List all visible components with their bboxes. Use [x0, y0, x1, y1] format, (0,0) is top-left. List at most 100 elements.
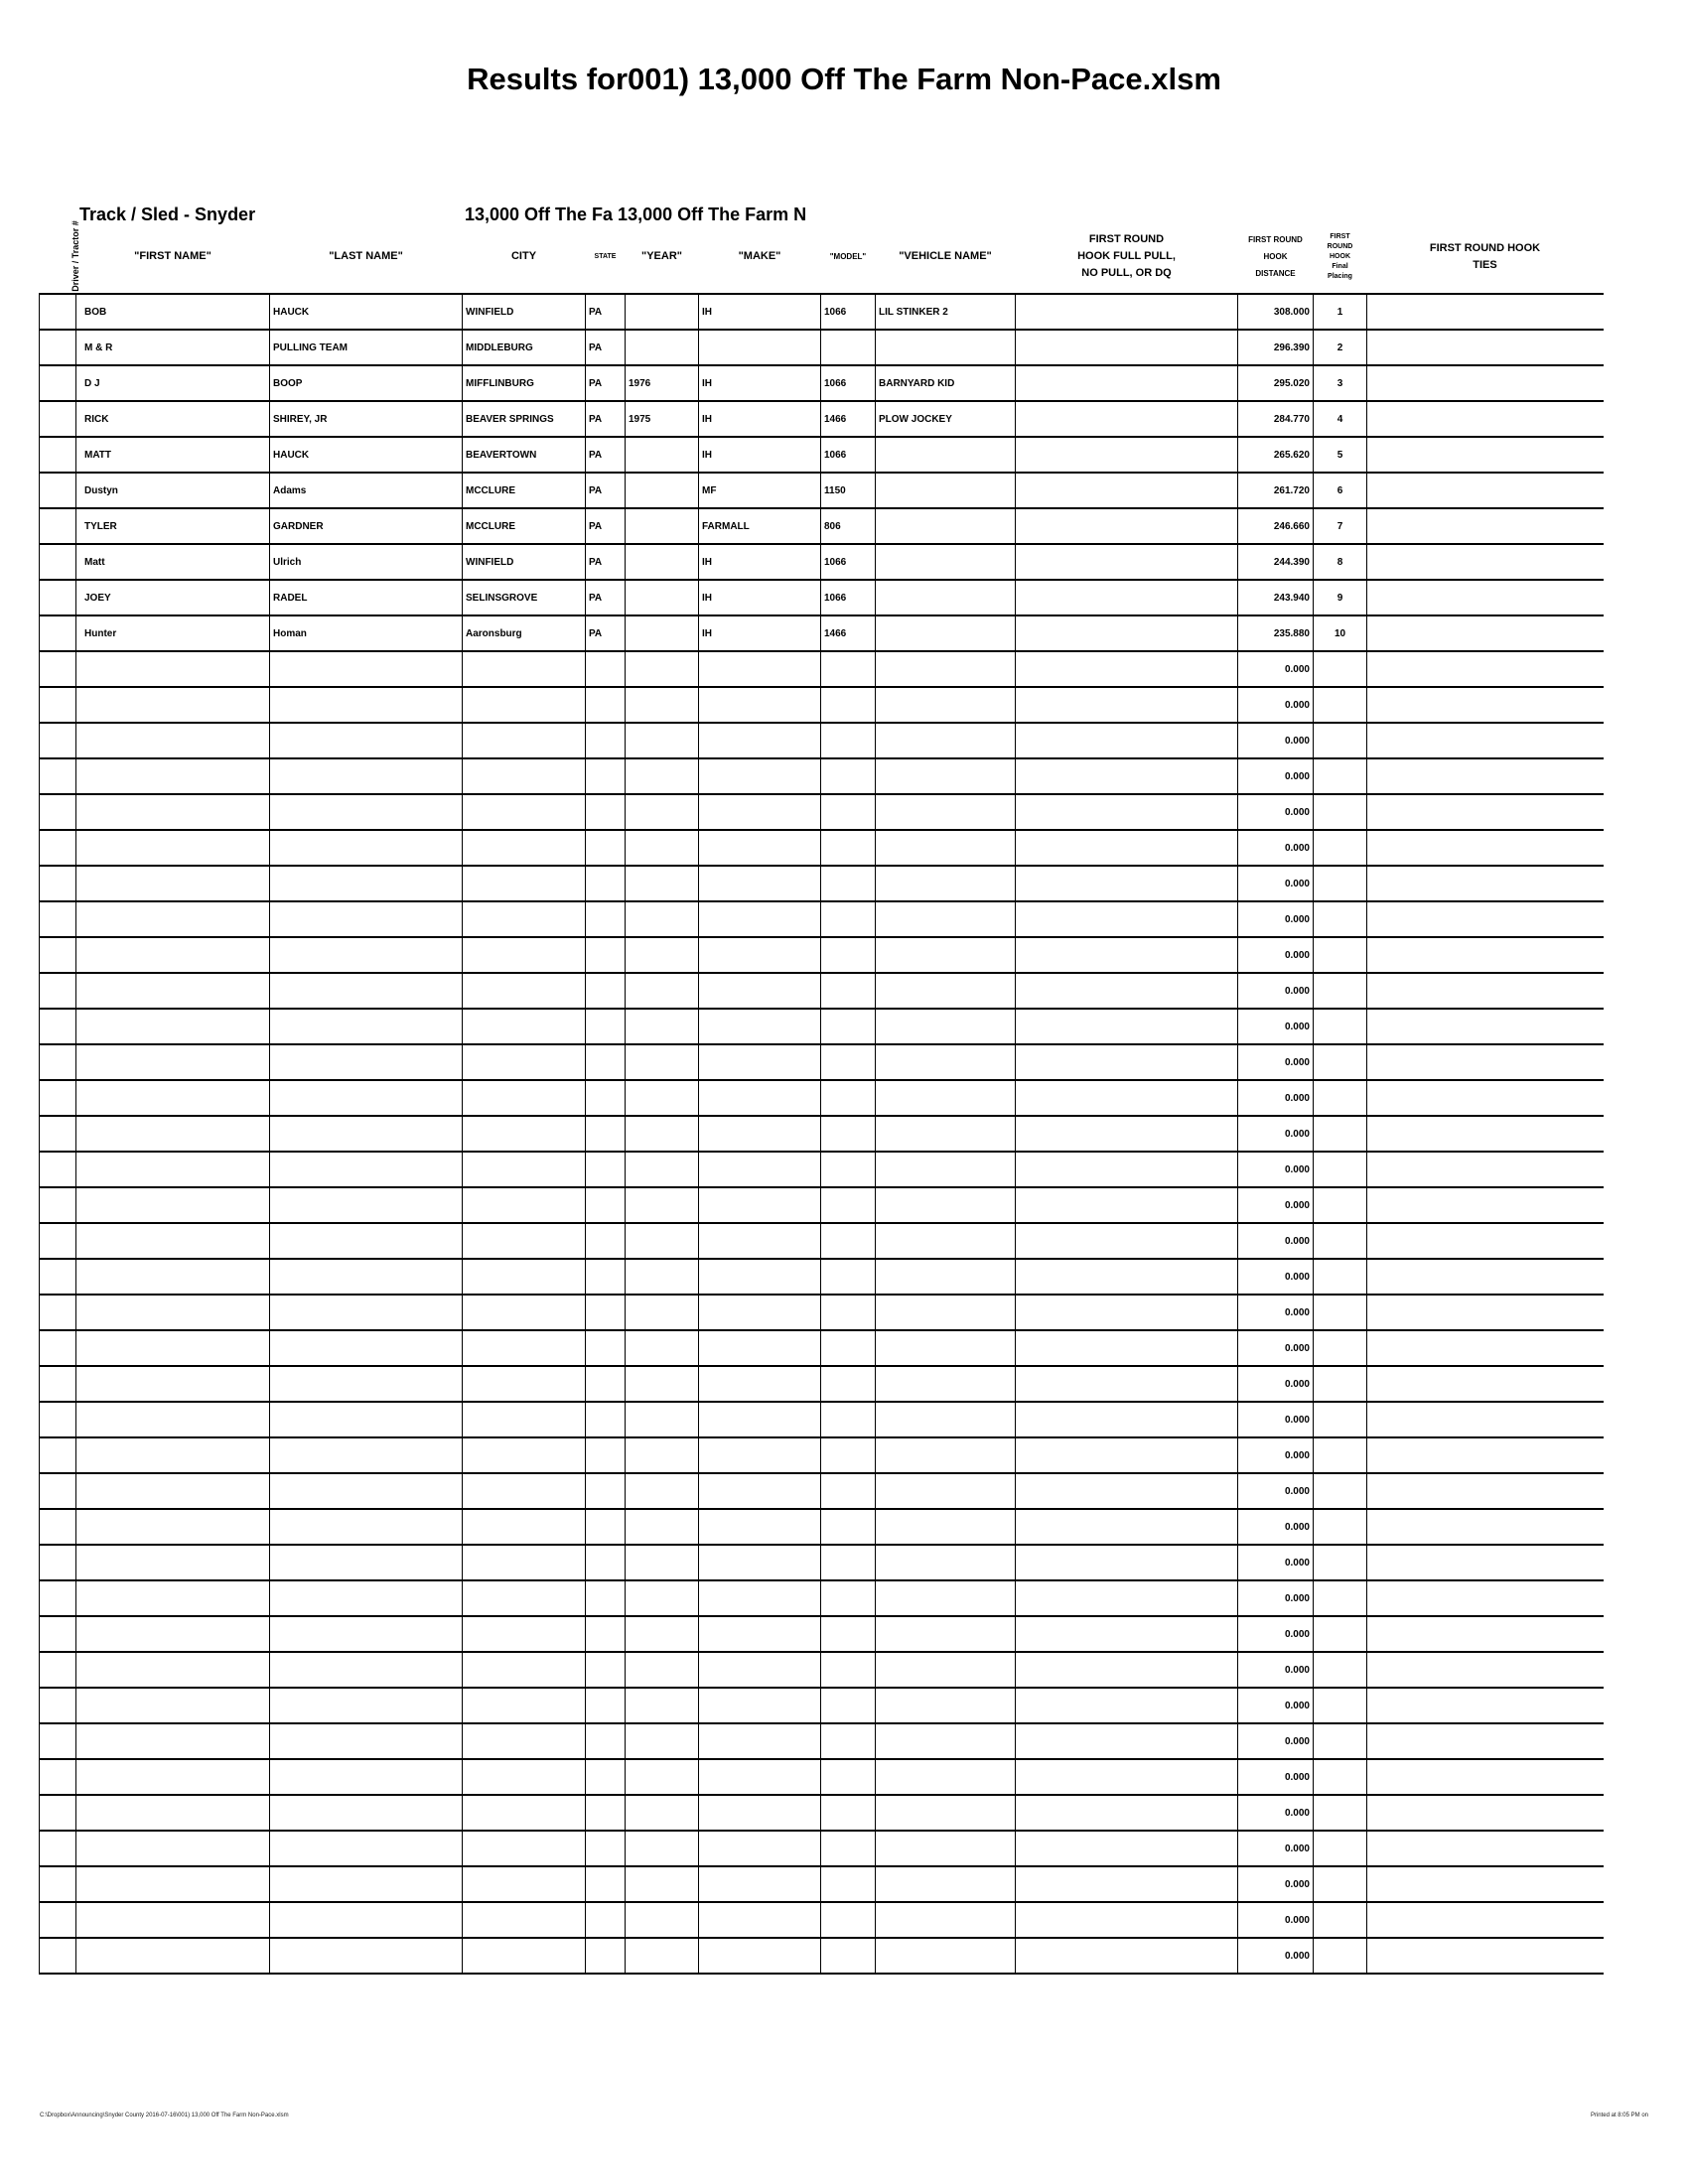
table-row: 0.000 [39, 1615, 1604, 1652]
cell-placing: 7 [1313, 507, 1367, 544]
cell-placing [1313, 1472, 1367, 1509]
cell-make: IH [698, 400, 821, 437]
cell-model [820, 972, 876, 1009]
cell-ties [1366, 293, 1604, 330]
cell-make [698, 1758, 821, 1795]
cell-state [585, 936, 626, 973]
cell-last-name [269, 1722, 463, 1759]
cell-distance: 0.000 [1237, 1579, 1314, 1616]
cell-placing [1313, 1830, 1367, 1866]
table-row: 0.000 [39, 829, 1604, 866]
cell-year [625, 757, 699, 794]
cell-year [625, 1472, 699, 1509]
cell-vehicle-name [875, 436, 1016, 473]
cell-city [462, 650, 586, 687]
cell-vehicle-name [875, 1186, 1016, 1223]
cell-year [625, 650, 699, 687]
cell-full-pull [1015, 1544, 1238, 1580]
cell-first-name [75, 1722, 270, 1759]
table-row: BOB HAUCK WINFIELD PA IH 1066 LIL STINKER 2 308… [39, 293, 1604, 330]
cell-make [698, 1865, 821, 1902]
cell-full-pull [1015, 1008, 1238, 1044]
cell-state [585, 1329, 626, 1366]
cell-city [462, 865, 586, 901]
cell-full-pull [1015, 579, 1238, 615]
cell-full-pull [1015, 1794, 1238, 1831]
cell-ties [1366, 472, 1604, 508]
cell-first-name [75, 1687, 270, 1723]
cell-make: MF [698, 472, 821, 508]
cell-city: WINFIELD [462, 543, 586, 580]
cell-model [820, 793, 876, 830]
cell-ties [1366, 1151, 1604, 1187]
cell-tractor [39, 1151, 76, 1187]
cell-placing [1313, 865, 1367, 901]
cell-city [462, 1365, 586, 1402]
cell-distance: 0.000 [1237, 865, 1314, 901]
cell-make [698, 1151, 821, 1187]
cell-full-pull [1015, 1401, 1238, 1437]
cell-distance: 0.000 [1237, 900, 1314, 937]
cell-year [625, 1937, 699, 1975]
cell-vehicle-name [875, 1043, 1016, 1080]
cell-state [585, 1615, 626, 1652]
cell-model [820, 650, 876, 687]
cell-last-name [269, 1937, 463, 1975]
cell-tractor [39, 1472, 76, 1509]
cell-full-pull [1015, 972, 1238, 1009]
header-last-name: "LAST NAME" [329, 250, 403, 262]
cell-state [585, 829, 626, 866]
cell-city: MIFFLINBURG [462, 364, 586, 401]
cell-distance: 0.000 [1237, 1079, 1314, 1116]
cell-year [625, 472, 699, 508]
cell-vehicle-name [875, 1258, 1016, 1295]
cell-year [625, 1544, 699, 1580]
cell-year [625, 1329, 699, 1366]
cell-model: 1066 [820, 543, 876, 580]
cell-model: 1066 [820, 364, 876, 401]
cell-city [462, 1008, 586, 1044]
cell-model: 1466 [820, 400, 876, 437]
cell-state [585, 1472, 626, 1509]
cell-last-name [269, 1794, 463, 1831]
cell-placing: 5 [1313, 436, 1367, 473]
cell-city [462, 1151, 586, 1187]
cell-city [462, 829, 586, 866]
cell-year [625, 579, 699, 615]
cell-year [625, 793, 699, 830]
cell-full-pull [1015, 364, 1238, 401]
cell-make: IH [698, 436, 821, 473]
cell-distance: 244.390 [1237, 543, 1314, 580]
cell-tractor [39, 507, 76, 544]
cell-tractor [39, 1651, 76, 1688]
cell-ties [1366, 507, 1604, 544]
cell-distance: 296.390 [1237, 329, 1314, 365]
cell-vehicle-name [875, 1508, 1016, 1545]
cell-year [625, 1865, 699, 1902]
cell-city [462, 1508, 586, 1545]
cell-make [698, 1115, 821, 1152]
cell-full-pull [1015, 329, 1238, 365]
cell-ties [1366, 686, 1604, 723]
cell-model [820, 865, 876, 901]
cell-model [820, 1758, 876, 1795]
cell-city [462, 1258, 586, 1295]
cell-placing [1313, 686, 1367, 723]
cell-first-name [75, 1937, 270, 1975]
cell-model [820, 1830, 876, 1866]
cell-tractor [39, 936, 76, 973]
cell-ties [1366, 1222, 1604, 1259]
header-full-pull: FIRST ROUND HOOK FULL PULL, NO PULL, OR … [1077, 233, 1176, 279]
cell-model [820, 1901, 876, 1938]
cell-last-name [269, 650, 463, 687]
cell-full-pull [1015, 1937, 1238, 1975]
cell-placing [1313, 1186, 1367, 1223]
cell-placing [1313, 1079, 1367, 1116]
table-row: 0.000 [39, 1079, 1604, 1116]
cell-state [585, 722, 626, 758]
cell-make [698, 865, 821, 901]
header-state: STATE [594, 252, 617, 260]
table-row: 0.000 [39, 1008, 1604, 1044]
table-row: 0.000 [39, 1294, 1604, 1330]
cell-city [462, 686, 586, 723]
